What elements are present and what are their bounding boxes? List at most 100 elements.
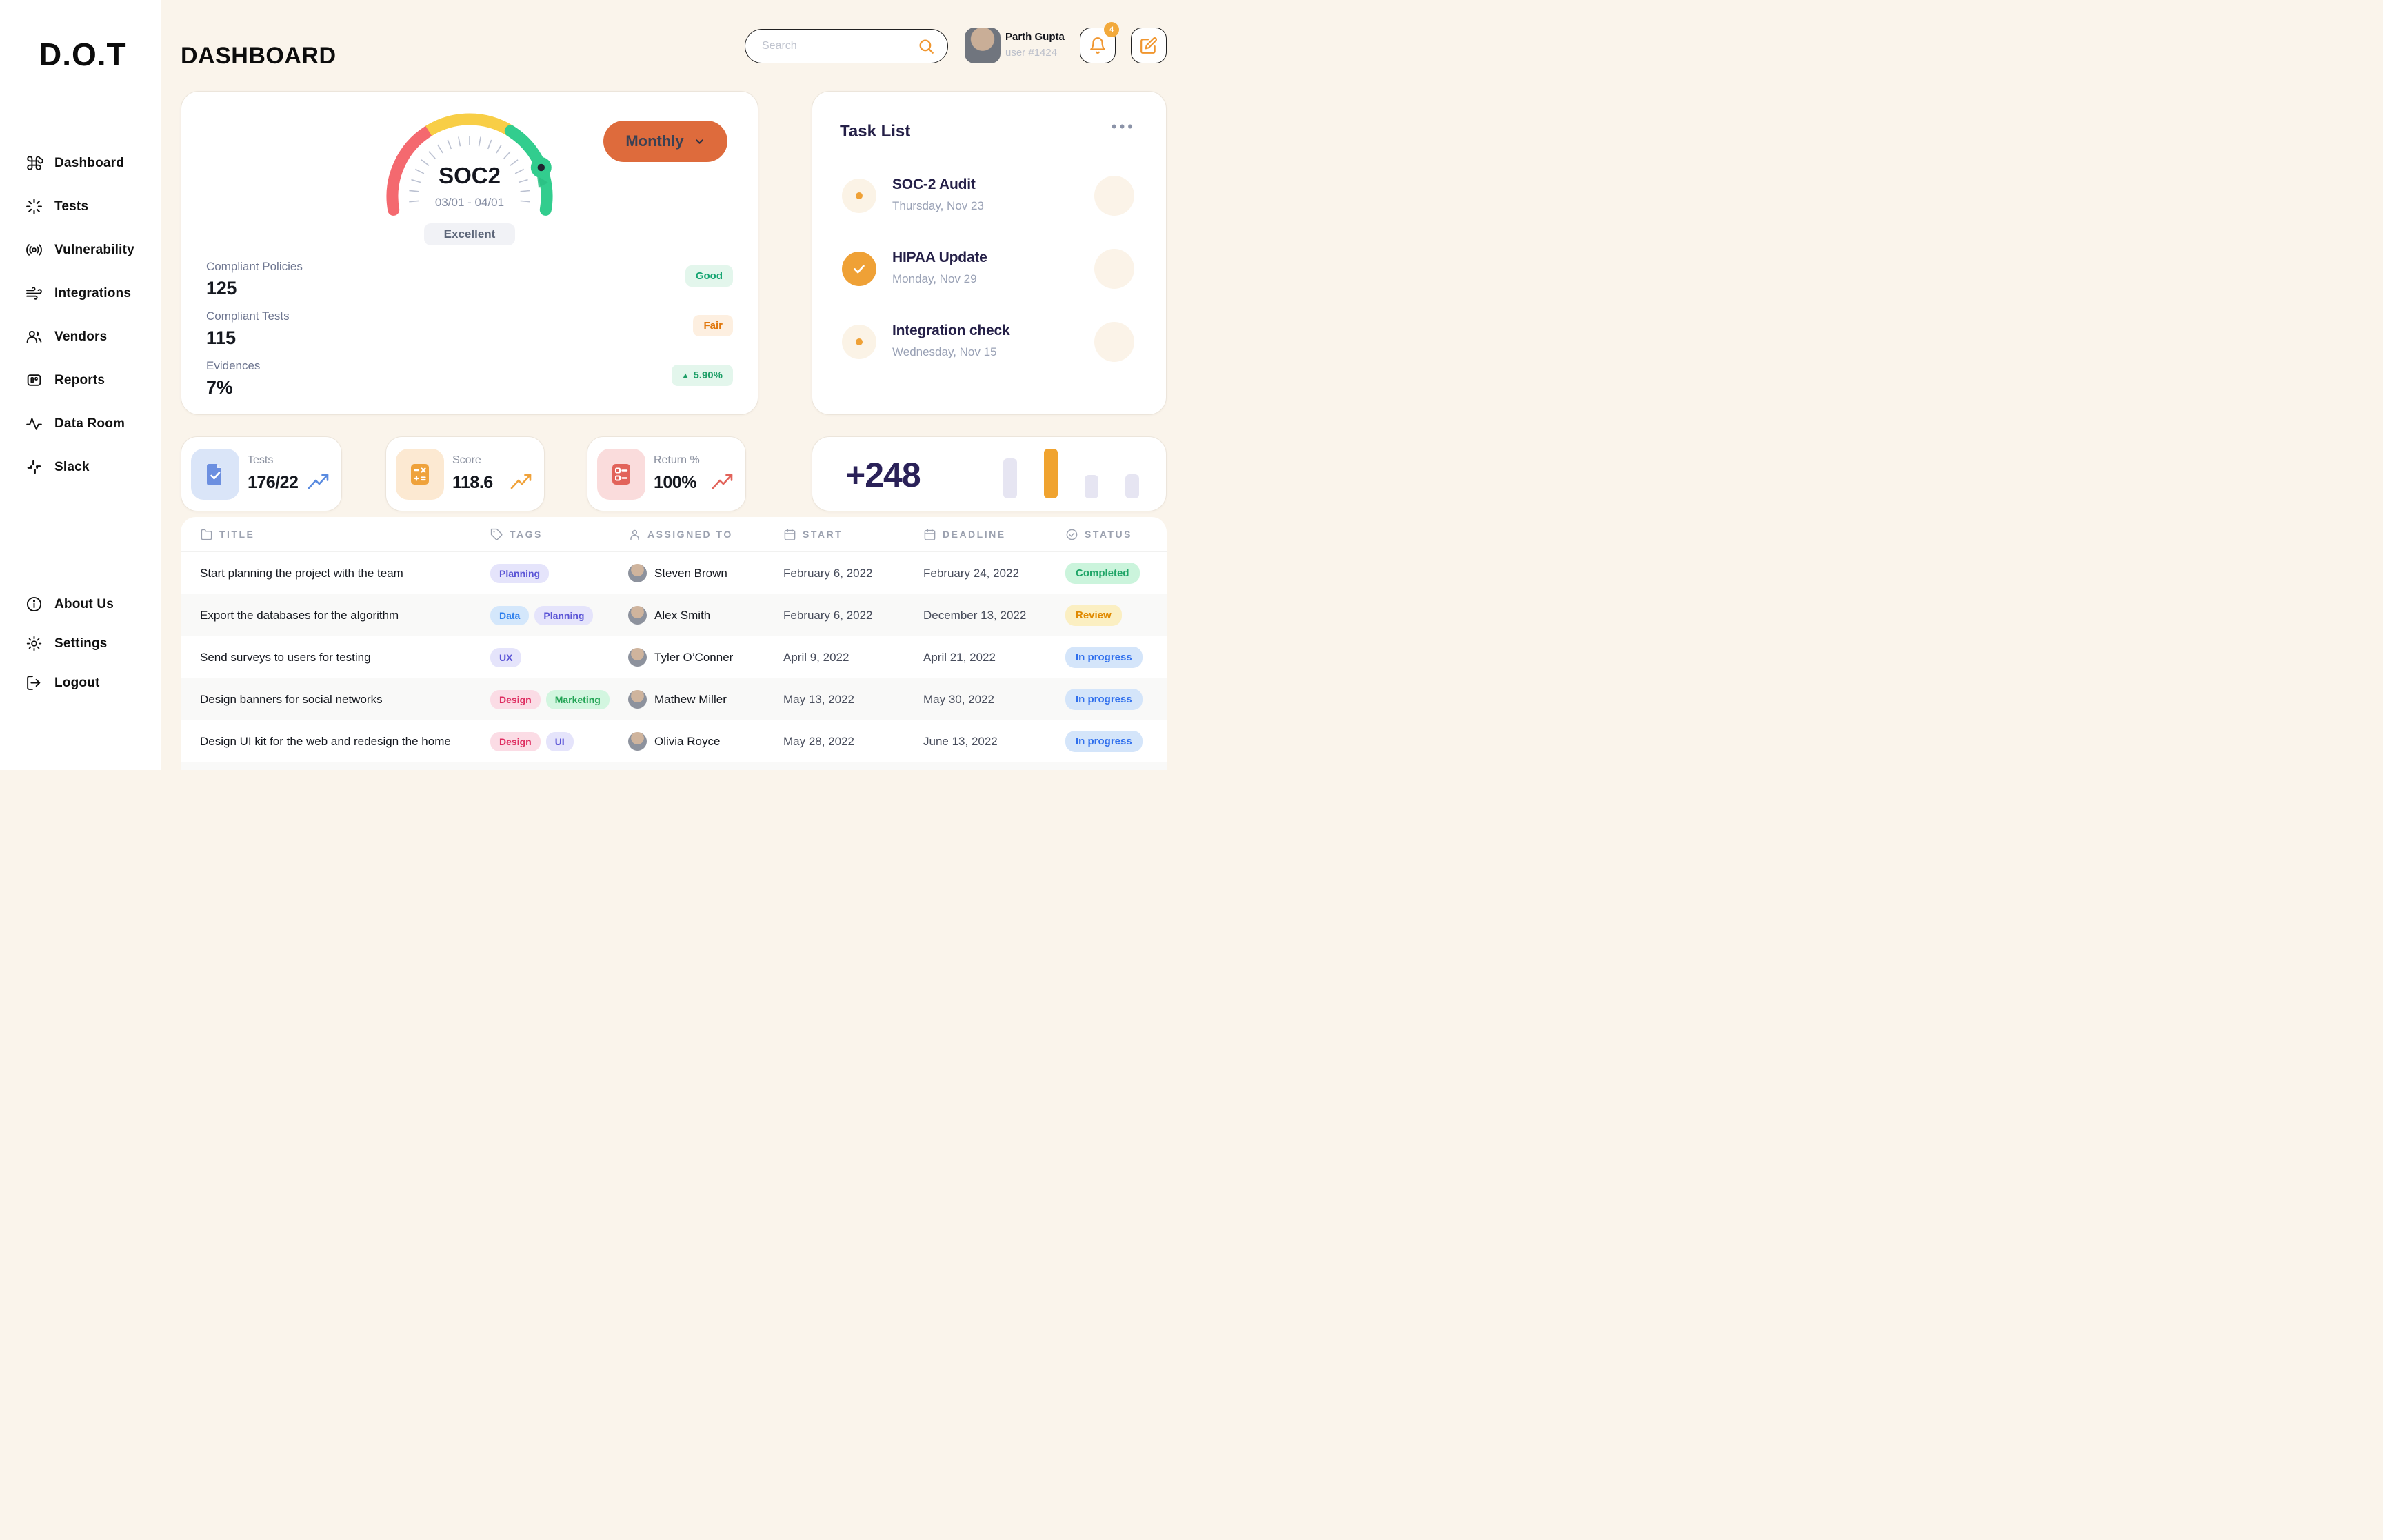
stat-value: 176/22 [248, 473, 299, 492]
sidebar-item-logout[interactable]: Logout [25, 663, 114, 702]
user-avatar[interactable] [965, 28, 1001, 63]
tag-badge: Planning [490, 563, 550, 583]
assignee-name: Mathew Miller [654, 692, 727, 706]
pending-dot-icon [856, 338, 863, 345]
activity-icon [25, 415, 43, 433]
task-status-circle[interactable] [842, 325, 876, 359]
tag-badge: Planning [534, 605, 594, 625]
row-title: Start planning the project with the team [200, 566, 403, 580]
sidebar-item-label: Integrations [54, 285, 132, 301]
metric-compliant-policies: Compliant Policies 125 [206, 260, 303, 299]
users-icon [25, 328, 43, 346]
assignee-name: Alex Smith [654, 608, 711, 622]
table-row[interactable]: Send surveys to users for testing UX Tyl… [181, 636, 1167, 678]
task-item[interactable]: Integration check Wednesday, Nov 15 [812, 322, 1166, 366]
sidebar-item-vendors[interactable]: Vendors [25, 315, 134, 358]
sidebar-footer-nav: About Us Settings Logout [25, 585, 114, 702]
start-date: May 28, 2022 [783, 734, 855, 748]
column-status[interactable]: STATUS [1065, 528, 1167, 541]
stat-label: Tests [248, 454, 274, 466]
assignee-name: Olivia Royce [654, 734, 721, 748]
sidebar-nav: Dashboard Tests Vulnerability Integratio… [25, 141, 134, 489]
tag-badge: Marketing [545, 689, 610, 709]
summary-card: +248 [812, 436, 1167, 511]
assignee-avatar [628, 564, 647, 582]
search-icon[interactable] [917, 37, 935, 55]
assignee-avatar [628, 648, 647, 667]
task-title: HIPAA Update [892, 250, 987, 265]
sidebar-item-label: Slack [54, 459, 90, 474]
column-start[interactable]: START [783, 528, 923, 541]
sidebar-item-data-room[interactable]: Data Room [25, 402, 134, 445]
metric-compliant-tests: Compliant Tests 115 [206, 310, 290, 349]
check-circle-icon [1065, 528, 1078, 541]
start-date: February 6, 2022 [783, 566, 873, 580]
sidebar-item-slack[interactable]: Slack [25, 445, 134, 489]
notifications-button[interactable]: 4 [1080, 22, 1119, 63]
metric-label: Compliant Tests [206, 310, 290, 323]
start-date: February 6, 2022 [783, 608, 873, 622]
sidebar-item-about-us[interactable]: About Us [25, 585, 114, 624]
app-logo: D.O.T [39, 37, 127, 72]
sidebar-item-integrations[interactable]: Integrations [25, 272, 134, 315]
interval-select[interactable]: Monthly [603, 121, 727, 162]
task-title: SOC-2 Audit [892, 176, 976, 192]
task-status-circle[interactable] [842, 179, 876, 213]
up-arrow-icon: ▲ [681, 371, 690, 380]
tag-badge: Data [490, 605, 530, 625]
sidebar-item-vulnerability[interactable]: Vulnerability [25, 228, 134, 272]
gauge-period: 03/01 - 04/01 [435, 196, 504, 209]
column-deadline[interactable]: DEADLINE [923, 528, 1065, 541]
metric-label: Evidences [206, 359, 261, 372]
table-row[interactable]: Start planning the project with the team… [181, 552, 1167, 594]
radio-icon [25, 241, 43, 259]
notification-badge: 4 [1104, 22, 1119, 37]
slack-icon [25, 458, 43, 476]
sidebar: D.O.T Dashboard Tests Vulnerability Inte… [0, 0, 161, 770]
soc2-gauge-card: SOC2 03/01 - 04/01 Excellent Monthly Com… [181, 91, 758, 415]
table-row[interactable]: Design banners for social networks Desig… [181, 678, 1167, 720]
more-menu-icon[interactable]: ••• [1111, 118, 1136, 135]
info-icon [25, 596, 43, 614]
task-item[interactable]: SOC-2 Audit Thursday, Nov 23 [812, 176, 1166, 220]
task-placeholder-circle [1094, 176, 1134, 216]
column-tags[interactable]: TAGS [490, 528, 628, 541]
start-date: April 9, 2022 [783, 650, 849, 664]
table-row[interactable]: Design UI kit for the web and redesign t… [181, 720, 1167, 762]
sidebar-item-label: Vendors [54, 329, 108, 344]
stat-card-score: Score 118.6 [385, 436, 545, 511]
summary-value: +248 [845, 456, 921, 494]
stat-card-tests: Tests 176/22 [181, 436, 342, 511]
task-status-circle[interactable] [842, 252, 876, 286]
sidebar-item-tests[interactable]: Tests [25, 185, 134, 228]
deadline-date: February 24, 2022 [923, 566, 1019, 580]
task-date: Thursday, Nov 23 [892, 199, 984, 212]
metric-badge: ▲ 5.90% [671, 365, 733, 386]
sidebar-item-settings[interactable]: Settings [25, 624, 114, 663]
status-badge: Review [1065, 605, 1122, 626]
compose-button[interactable] [1131, 28, 1167, 63]
sidebar-item-label: Data Room [54, 416, 125, 431]
deadline-date: December 13, 2022 [923, 608, 1027, 622]
sidebar-item-reports[interactable]: Reports [25, 358, 134, 402]
trend-up-icon [510, 472, 533, 492]
column-assigned-to[interactable]: ASSIGNED TO [628, 528, 783, 541]
edit-icon [1140, 37, 1158, 54]
stat-card-return: Return % 100% [587, 436, 746, 511]
table-header: TITLE TAGS ASSIGNED TO START DEADLINE ST… [181, 517, 1167, 552]
user-name: Parth Gupta [1005, 31, 1065, 43]
search-input[interactable] [762, 40, 917, 52]
sidebar-item-label: Dashboard [54, 155, 125, 170]
tag-badge: UX [490, 647, 522, 667]
task-item[interactable]: HIPAA Update Monday, Nov 29 [812, 249, 1166, 293]
gauge-title: SOC2 [439, 163, 501, 188]
table-row[interactable]: Export the databases for the algorithm D… [181, 594, 1167, 636]
sidebar-item-label: Tests [54, 199, 89, 214]
deadline-date: April 21, 2022 [923, 650, 996, 664]
gear-icon [25, 635, 43, 653]
column-title[interactable]: TITLE [200, 528, 490, 541]
assignee-name: Steven Brown [654, 566, 727, 580]
interval-select-value: Monthly [625, 132, 684, 150]
sidebar-item-dashboard[interactable]: Dashboard [25, 141, 134, 185]
list-icon [597, 449, 645, 500]
